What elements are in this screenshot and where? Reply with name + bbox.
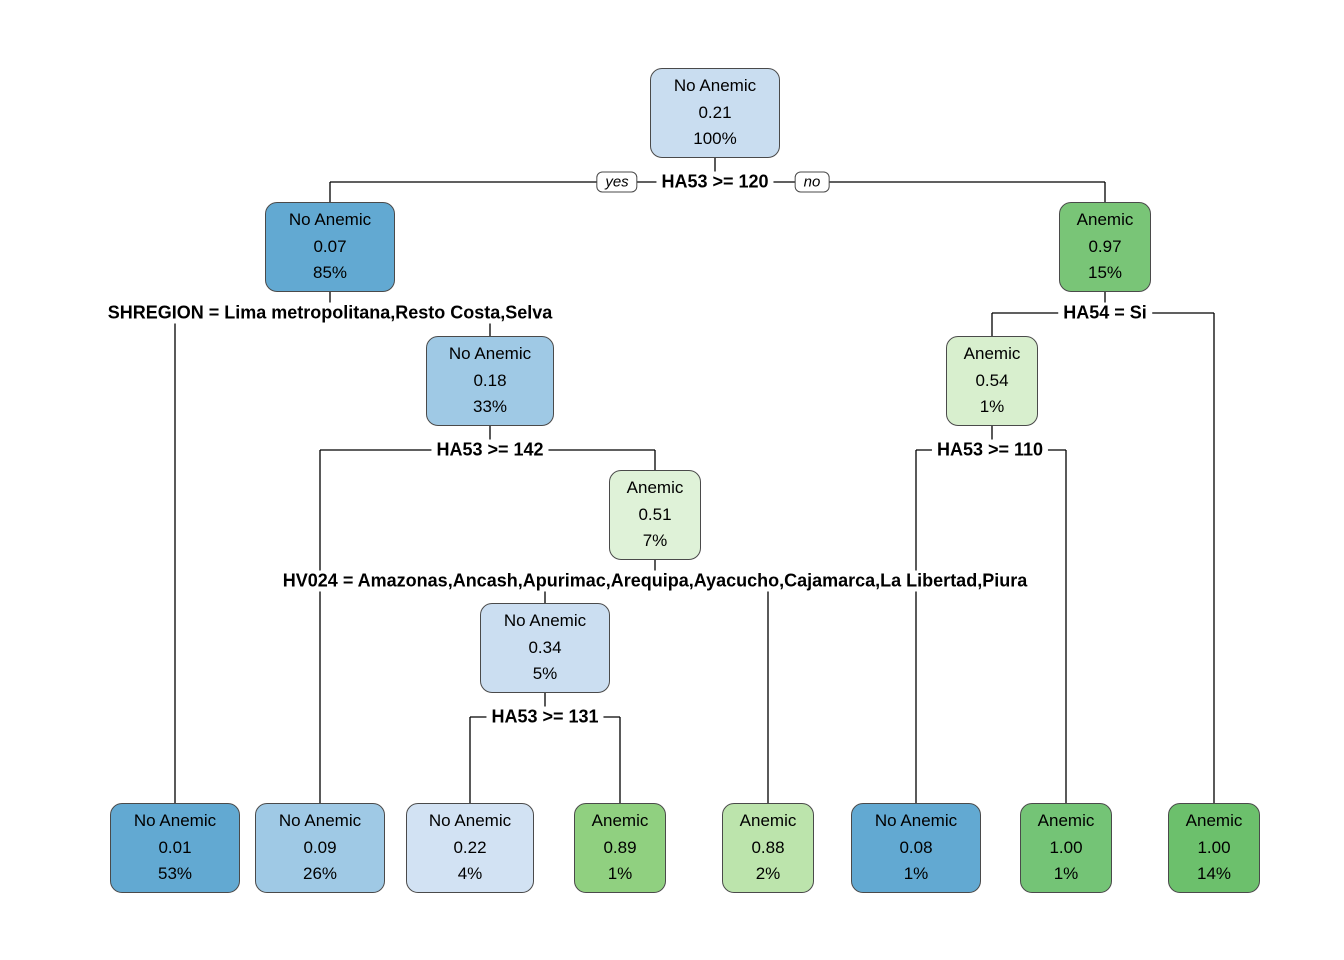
- node-class-label: No Anemic: [428, 811, 512, 831]
- node-percentage: 2%: [755, 864, 781, 884]
- node-percentage: 1%: [607, 864, 633, 884]
- split-label: HA53 >= 142: [431, 439, 549, 461]
- node-percentage: 15%: [1087, 263, 1123, 283]
- no-branch-tag: no: [794, 171, 830, 193]
- split-label: HA54 = Si: [1058, 302, 1152, 324]
- node-probability: 0.07: [313, 236, 347, 256]
- node-class-label: Anemic: [1037, 811, 1095, 831]
- node-probability: 0.21: [698, 102, 732, 122]
- tree-node-leaf6: No Anemic 0.08 1%: [851, 803, 981, 893]
- node-class-label: No Anemic: [133, 811, 217, 831]
- tree-node-root: No Anemic 0.21 100%: [650, 68, 780, 158]
- tree-node-n2r: No Anemic 0.18 33%: [426, 336, 554, 426]
- node-class-label: No Anemic: [288, 210, 372, 230]
- tree-node-leaf1: No Anemic 0.01 53%: [110, 803, 240, 893]
- node-probability: 0.97: [1088, 236, 1122, 256]
- node-percentage: 33%: [472, 397, 508, 417]
- node-percentage: 1%: [979, 397, 1005, 417]
- tree-node-n2: No Anemic 0.07 85%: [265, 202, 395, 292]
- node-probability: 1.00: [1197, 837, 1231, 857]
- node-percentage: 1%: [903, 864, 929, 884]
- node-class-label: No Anemic: [503, 611, 587, 631]
- tree-node-leaf4: Anemic 0.89 1%: [574, 803, 666, 893]
- node-probability: 0.18: [473, 370, 507, 390]
- node-class-label: No Anemic: [448, 344, 532, 364]
- node-class-label: No Anemic: [673, 76, 757, 96]
- tree-node-leaf2: No Anemic 0.09 26%: [255, 803, 385, 893]
- split-label: HA53 >= 110: [931, 439, 1049, 461]
- split-label: HA53 >= 131: [486, 706, 604, 728]
- node-percentage: 4%: [457, 864, 483, 884]
- node-probability: 0.34: [528, 637, 562, 657]
- tree-node-n3l: Anemic 0.54 1%: [946, 336, 1038, 426]
- node-class-label: Anemic: [1185, 811, 1243, 831]
- node-percentage: 7%: [642, 531, 668, 551]
- tree-node-leaf5: Anemic 0.88 2%: [722, 803, 814, 893]
- node-class-label: Anemic: [963, 344, 1021, 364]
- node-probability: 0.09: [303, 837, 337, 857]
- node-probability: 0.89: [603, 837, 637, 857]
- node-probability: 0.88: [751, 837, 785, 857]
- node-percentage: 26%: [302, 864, 338, 884]
- tree-node-leaf3: No Anemic 0.22 4%: [406, 803, 534, 893]
- split-label: HV024 = Amazonas,Ancash,Apurimac,Arequip…: [277, 570, 1033, 592]
- tree-node-leaf8: Anemic 1.00 14%: [1168, 803, 1260, 893]
- node-percentage: 100%: [693, 129, 737, 149]
- node-percentage: 85%: [312, 263, 348, 283]
- split-label: HA53 >= 120: [656, 171, 774, 193]
- node-probability: 0.22: [453, 837, 487, 857]
- node-percentage: 1%: [1053, 864, 1079, 884]
- tree-node-leaf7: Anemic 1.00 1%: [1020, 803, 1112, 893]
- tree-node-n2rrl: No Anemic 0.34 5%: [480, 603, 610, 693]
- node-class-label: Anemic: [591, 811, 649, 831]
- node-class-label: Anemic: [626, 478, 684, 498]
- node-percentage: 5%: [532, 664, 558, 684]
- node-class-label: No Anemic: [278, 811, 362, 831]
- node-class-label: Anemic: [1076, 210, 1134, 230]
- yes-branch-tag: yes: [596, 171, 638, 193]
- node-probability: 0.01: [158, 837, 192, 857]
- node-class-label: No Anemic: [874, 811, 958, 831]
- tree-node-n2rr: Anemic 0.51 7%: [609, 470, 701, 560]
- node-probability: 0.51: [638, 504, 672, 524]
- split-label: SHREGION = Lima metropolitana,Resto Cost…: [102, 302, 558, 324]
- node-percentage: 53%: [157, 864, 193, 884]
- node-percentage: 14%: [1196, 864, 1232, 884]
- node-class-label: Anemic: [739, 811, 797, 831]
- node-probability: 0.08: [899, 837, 933, 857]
- node-probability: 0.54: [975, 370, 1009, 390]
- node-probability: 1.00: [1049, 837, 1083, 857]
- tree-node-n3: Anemic 0.97 15%: [1059, 202, 1151, 292]
